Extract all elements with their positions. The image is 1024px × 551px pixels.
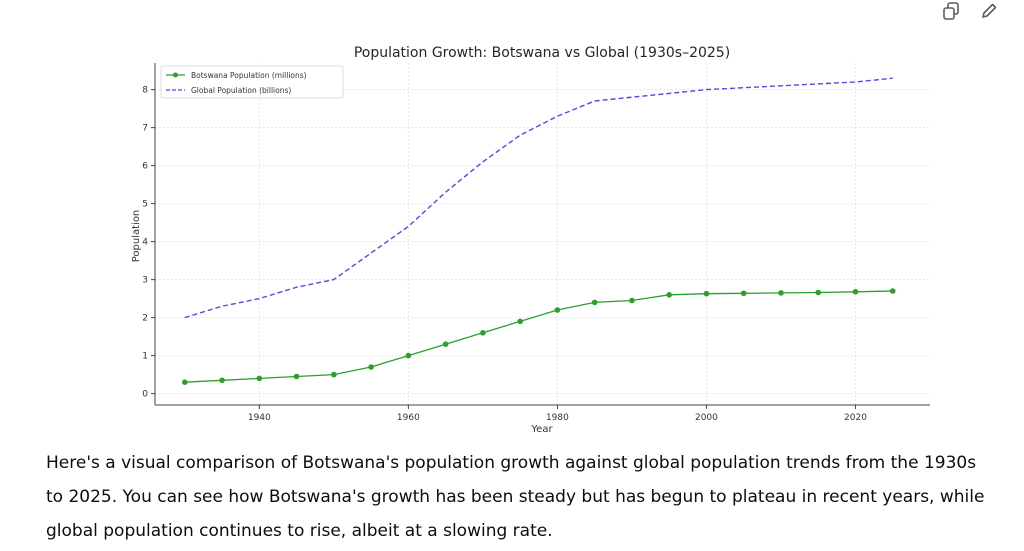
data-point [405,352,412,359]
copy-icon [943,2,959,20]
copy-button[interactable] [940,0,962,22]
legend-label-0: Botswana Population (millions) [191,71,307,80]
y-tick-label: 3 [142,276,148,286]
data-point [889,288,896,294]
x-tick-label: 1960 [397,413,420,423]
data-point [629,297,635,304]
chart-grid [155,63,930,405]
chart-ticks: 1940 1960 1980 2000 2020 0 1 2 3 4 5 6 7 8 [142,86,867,423]
y-tick-label: 8 [142,86,148,96]
data-point [480,330,486,336]
data-point [591,299,598,306]
data-point [703,290,710,297]
x-tick-label: 1940 [248,413,271,423]
data-point [815,289,822,296]
x-tick-label: 1980 [546,413,569,423]
data-point [331,371,337,378]
y-tick-label: 2 [142,314,148,324]
y-axis-label: Population [131,210,142,263]
x-tick-label: 2000 [695,413,718,423]
chart-legend: Botswana Population (millions) Global Pop… [160,65,344,99]
series-line-0 [184,290,893,383]
data-point [368,364,374,370]
y-tick-label: 6 [142,162,148,172]
edit-button[interactable] [978,0,1000,22]
y-tick-label: 1 [142,352,148,362]
chart-series [182,77,896,386]
data-point [293,373,300,380]
data-point [666,292,672,298]
chart-axes [154,63,930,406]
y-tick-label: 5 [142,200,148,210]
data-point [219,377,225,384]
chart-title: Population Growth: Botswana vs Global (1… [354,45,730,61]
data-point [517,318,523,325]
data-point [852,288,859,295]
message-toolbar [940,0,1000,22]
data-point [442,341,449,348]
data-point [778,290,784,296]
legend-box [160,65,344,99]
caption-text: Here's a visual comparison of Botswana's… [46,453,985,541]
data-point [740,290,747,297]
population-chart: Population Growth: Botswana vs Global (1… [131,45,930,435]
y-tick-label: 7 [142,124,148,134]
data-point [554,307,561,313]
x-tick-label: 2020 [844,413,867,423]
data-point [256,375,263,382]
x-axis-label: Year [530,424,553,435]
data-point [182,379,188,386]
series-line-1 [184,77,893,319]
legend-marker-0 [173,72,178,78]
pencil-icon [982,3,997,18]
legend-label-1: Global Population (billions) [191,86,291,95]
y-tick-label: 4 [142,238,148,248]
y-tick-label: 0 [142,390,148,400]
